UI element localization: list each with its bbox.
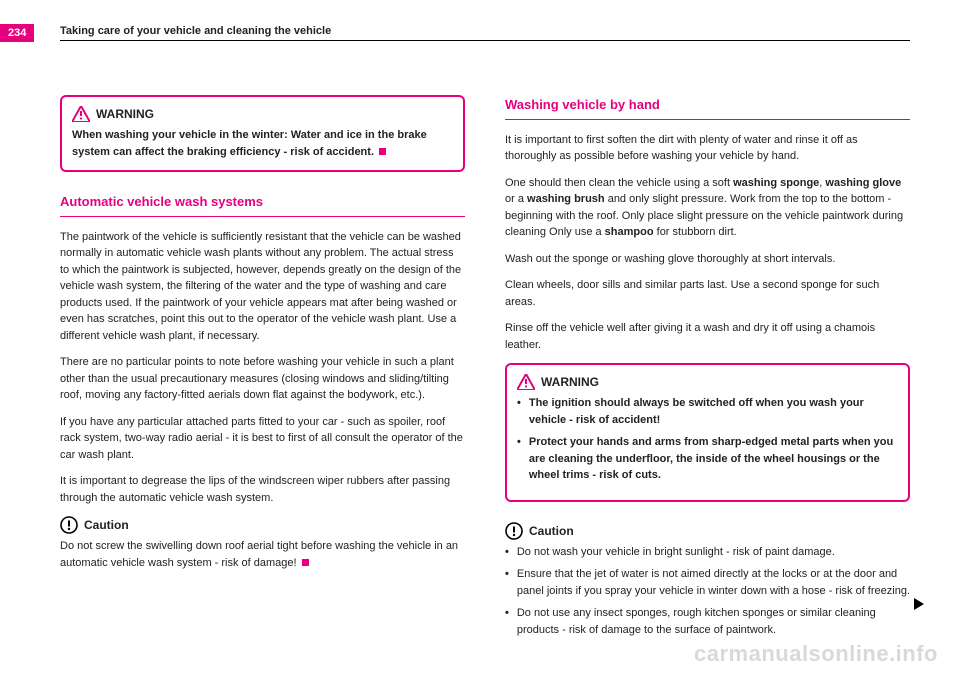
caution-label: Caution <box>529 522 574 540</box>
text-run: One should then clean the vehicle using … <box>505 177 733 189</box>
caution-circle-icon <box>60 516 78 534</box>
bold-run: shampoo <box>605 226 654 238</box>
paragraph: It is important to first soften the dirt… <box>505 132 910 165</box>
caution-bullet-text: Do not wash your vehicle in bright sunli… <box>517 544 835 561</box>
warning-heading: WARNING <box>72 105 453 123</box>
caution-label: Caution <box>84 516 129 534</box>
end-marker-icon <box>379 148 386 155</box>
section-title-right: Washing vehicle by hand <box>505 95 910 120</box>
warning-bullet-text: The ignition should always be switched o… <box>529 395 898 428</box>
bold-run: washing sponge <box>733 177 819 189</box>
caution-text: Do not screw the swivelling down roof ae… <box>60 538 465 571</box>
warning-box: WARNING •The ignition should always be s… <box>505 363 910 502</box>
warning-label: WARNING <box>96 105 154 123</box>
caution-text-content: Do not screw the swivelling down roof ae… <box>60 540 458 569</box>
bold-run: washing brush <box>527 193 605 205</box>
warning-box: WARNING When washing your vehicle in the… <box>60 95 465 172</box>
paragraph: If you have any particular attached part… <box>60 414 465 464</box>
bullet-dot-icon: • <box>505 544 509 561</box>
paragraph: One should then clean the vehicle using … <box>505 175 910 241</box>
warning-text-content: When washing your vehicle in the winter:… <box>72 129 427 158</box>
continue-arrow-icon <box>914 597 924 615</box>
warning-bullet-text: Protect your hands and arms from sharp-e… <box>529 434 898 484</box>
page-header-title: Taking care of your vehicle and cleaning… <box>60 25 331 37</box>
caution-circle-icon <box>505 522 523 540</box>
caution-heading: Caution <box>505 522 910 540</box>
watermark-text: carmanualsonline.info <box>694 641 938 667</box>
paragraph: Clean wheels, door sills and similar par… <box>505 277 910 310</box>
warning-triangle-icon <box>517 374 535 390</box>
header-rule <box>60 40 910 41</box>
section-title-left: Automatic vehicle wash systems <box>60 192 465 217</box>
caution-bullet: •Ensure that the jet of water is not aim… <box>505 566 910 599</box>
right-column: Washing vehicle by hand It is important … <box>505 95 910 644</box>
bullet-dot-icon: • <box>505 605 509 638</box>
content-columns: WARNING When washing your vehicle in the… <box>60 95 910 644</box>
text-run: for stubborn dirt. <box>654 226 737 238</box>
bullet-dot-icon: • <box>505 566 509 599</box>
paragraph: Rinse off the vehicle well after giving … <box>505 320 910 353</box>
paragraph: The paintwork of the vehicle is sufficie… <box>60 229 465 345</box>
caution-bullet: •Do not use any insect sponges, rough ki… <box>505 605 910 638</box>
caution-bullet: • Do not wash your vehicle in bright sunl… <box>505 544 910 561</box>
bullet-dot-icon: • <box>517 434 521 484</box>
warning-bullet: •The ignition should always be switched … <box>517 395 898 428</box>
caution-bullet-text: Do not use any insect sponges, rough kit… <box>517 605 910 638</box>
bullet-dot-icon: • <box>517 395 521 428</box>
caution-heading: Caution <box>60 516 465 534</box>
end-marker-icon <box>302 559 309 566</box>
bold-run: washing glove <box>825 177 901 189</box>
warning-triangle-icon <box>72 106 90 122</box>
caution-bullet-text: Ensure that the jet of water is not aime… <box>517 566 910 599</box>
left-column: WARNING When washing your vehicle in the… <box>60 95 465 644</box>
warning-label: WARNING <box>541 373 599 391</box>
page-number-tab: 234 <box>0 24 34 42</box>
paragraph: Wash out the sponge or washing glove tho… <box>505 251 910 268</box>
warning-text: When washing your vehicle in the winter:… <box>72 127 453 160</box>
paragraph: It is important to degrease the lips of … <box>60 473 465 506</box>
text-run: or a <box>505 193 527 205</box>
warning-bullet: •Protect your hands and arms from sharp-… <box>517 434 898 484</box>
warning-heading: WARNING <box>517 373 898 391</box>
paragraph: There are no particular points to note b… <box>60 354 465 404</box>
